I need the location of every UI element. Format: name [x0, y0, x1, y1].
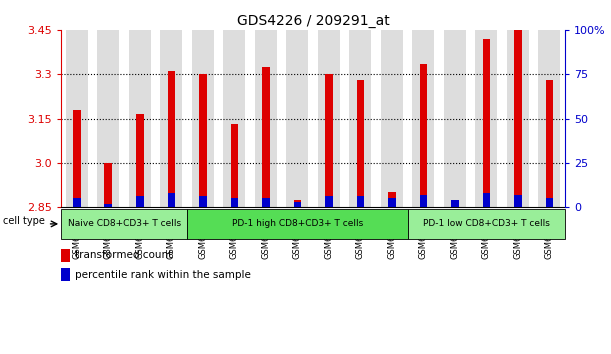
Text: percentile rank within the sample: percentile rank within the sample	[75, 270, 251, 280]
Text: transformed count: transformed count	[75, 250, 172, 260]
Bar	[129, 30, 151, 207]
Bar	[230, 198, 238, 207]
Bar	[357, 80, 364, 207]
Bar	[136, 196, 144, 207]
Bar	[546, 198, 554, 207]
Bar	[199, 196, 207, 207]
Text: Naive CD8+CD3+ T cells: Naive CD8+CD3+ T cells	[68, 219, 181, 228]
Bar	[349, 30, 371, 207]
Bar	[412, 30, 434, 207]
Bar	[262, 198, 269, 207]
Bar	[388, 192, 396, 207]
Bar	[318, 30, 340, 207]
Bar	[61, 209, 187, 239]
Bar	[262, 67, 269, 207]
Bar	[420, 64, 427, 207]
Bar	[420, 195, 427, 207]
Bar	[61, 249, 70, 262]
Bar	[483, 193, 490, 207]
Bar	[73, 110, 81, 207]
Bar	[73, 198, 81, 207]
Bar	[444, 30, 466, 207]
Bar	[514, 30, 522, 207]
Bar	[514, 195, 522, 207]
Bar	[199, 74, 207, 207]
Text: PD-1 high CD8+CD3+ T cells: PD-1 high CD8+CD3+ T cells	[232, 219, 363, 228]
Bar	[287, 30, 309, 207]
Bar	[66, 30, 88, 207]
Bar	[192, 30, 214, 207]
Bar	[507, 30, 529, 207]
Bar	[293, 202, 301, 207]
Bar	[104, 163, 112, 207]
Bar	[546, 80, 554, 207]
Bar	[388, 198, 396, 207]
Bar	[293, 200, 301, 207]
Bar	[167, 72, 175, 207]
Bar	[230, 125, 238, 207]
Text: PD-1 low CD8+CD3+ T cells: PD-1 low CD8+CD3+ T cells	[423, 219, 550, 228]
Bar	[97, 30, 119, 207]
Bar	[104, 204, 112, 207]
Bar	[187, 209, 408, 239]
Bar	[408, 209, 565, 239]
Bar	[451, 200, 459, 207]
Bar	[325, 74, 333, 207]
Title: GDS4226 / 209291_at: GDS4226 / 209291_at	[237, 14, 390, 28]
Bar	[61, 268, 70, 281]
Bar	[160, 30, 183, 207]
Bar	[167, 193, 175, 207]
Bar	[224, 30, 246, 207]
Bar	[255, 30, 277, 207]
Bar	[451, 200, 459, 207]
Bar	[483, 39, 490, 207]
Bar	[357, 196, 364, 207]
Bar	[381, 30, 403, 207]
Text: cell type: cell type	[3, 216, 45, 226]
Bar	[136, 114, 144, 207]
Bar	[538, 30, 560, 207]
Bar	[325, 196, 333, 207]
Bar	[475, 30, 497, 207]
